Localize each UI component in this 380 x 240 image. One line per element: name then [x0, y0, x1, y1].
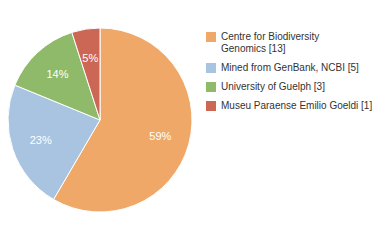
data-label: 23% — [30, 134, 52, 146]
legend-item: Mined from GenBank, NCBI [5] — [206, 62, 359, 73]
data-label: 5% — [82, 52, 98, 64]
pie-slice — [72, 28, 100, 120]
legend-label: Mined from GenBank, NCBI [5] — [221, 62, 359, 73]
legend-swatch — [206, 32, 216, 42]
legend-item: Centre for BiodiversityGenomics [13] — [206, 31, 319, 54]
data-labels: 59% 23% 14% 5% — [30, 52, 172, 146]
legend-label: University of Guelph [3] — [221, 81, 325, 92]
legend-label: Museu Paraense Emilio Goeldi [1] — [221, 100, 372, 111]
pie: 59% 23% 14% 5% — [8, 28, 192, 212]
chart: 59% 23% 14% 5% Centre for BiodiversityGenomi… — [0, 0, 380, 240]
data-label: 14% — [47, 68, 69, 80]
legend-label: Centre for BiodiversityGenomics [13] — [221, 31, 319, 54]
legend-swatch — [206, 101, 216, 111]
legend-swatch — [206, 82, 216, 92]
legend-item: Museu Paraense Emilio Goeldi [1] — [206, 100, 372, 111]
legend-item: University of Guelph [3] — [206, 81, 325, 92]
legend-swatch — [206, 63, 216, 73]
data-label: 59% — [149, 130, 171, 142]
slices — [8, 28, 192, 212]
legend: Centre for BiodiversityGenomics [13] Mine… — [206, 31, 372, 111]
